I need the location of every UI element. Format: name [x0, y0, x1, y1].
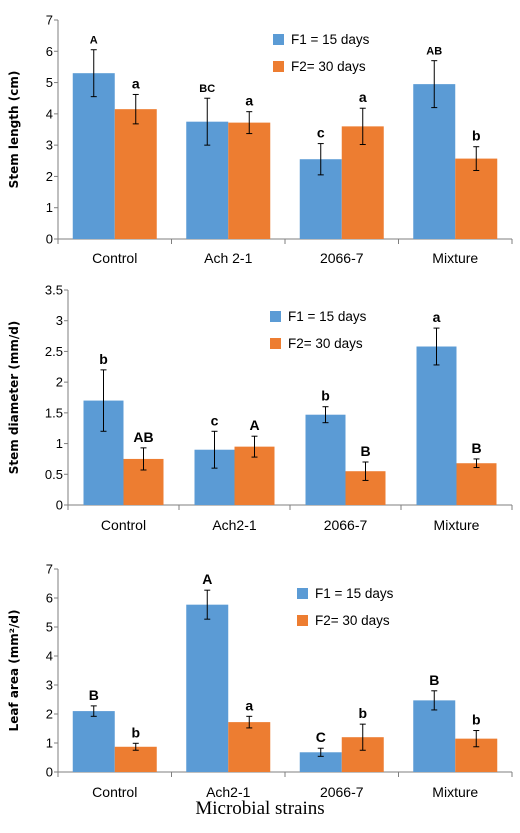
significance-letter: c: [211, 412, 219, 428]
significance-letter: A: [202, 571, 212, 587]
significance-letter: AB: [133, 429, 153, 445]
significance-letter: a: [245, 697, 253, 713]
significance-letter: b: [131, 724, 140, 740]
bar-f2: [456, 463, 497, 505]
legend-swatch: [297, 615, 308, 626]
bar-f1: [305, 414, 346, 505]
y-tick-label: 2.5: [45, 344, 63, 359]
category-label: Control: [92, 250, 137, 266]
y-tick-label: 3: [46, 678, 53, 693]
significance-letter: A: [249, 417, 259, 433]
significance-letter: B: [89, 687, 99, 703]
significance-letter: a: [245, 93, 253, 109]
y-tick-label: 7: [46, 562, 53, 577]
category-label: Ach2-1: [206, 784, 251, 800]
y-tick-label: 4: [46, 106, 53, 121]
y-tick-label: 1.5: [45, 405, 63, 420]
y-tick-label: 5: [46, 75, 53, 90]
bar-f1: [72, 711, 115, 772]
category-label: Mixture: [432, 250, 478, 266]
legend-label: F1 = 15 days: [288, 309, 367, 324]
legend-swatch: [270, 311, 281, 322]
y-tick-label: 3.5: [45, 283, 63, 298]
bar-f1: [299, 752, 342, 772]
significance-letter: b: [472, 128, 481, 144]
bar-f1: [413, 700, 456, 772]
category-label: Control: [92, 784, 137, 800]
significance-letter: b: [321, 388, 330, 404]
legend-swatch: [273, 61, 284, 72]
category-label: Mixture: [434, 517, 480, 533]
significance-letter: b: [358, 705, 367, 721]
bar-f2: [114, 746, 157, 772]
chart-1: 0 1 2 3 4 5 6 7 Stem length (cm) Aa Control BC a Ach …: [7, 13, 513, 266]
bar-f2: [228, 722, 271, 772]
bar-f1: [72, 73, 115, 239]
legend-label: F2= 30 days: [291, 59, 366, 74]
y-tick-label: 0: [46, 765, 53, 780]
y-tick-label: 3: [46, 138, 53, 153]
significance-letter: AB: [426, 46, 442, 58]
category-label: Control: [101, 517, 146, 533]
significance-letter: a: [359, 89, 367, 105]
significance-letter: A: [90, 35, 98, 47]
bar-f1: [413, 84, 456, 239]
significance-letter: a: [132, 75, 140, 91]
bar-f1: [416, 346, 457, 505]
y-tick-label: 0: [56, 498, 63, 513]
category-label: 2066-7: [320, 784, 364, 800]
y-tick-label: 2: [56, 375, 63, 390]
y-tick-label: 0.5: [45, 467, 63, 482]
y-tick-label: 1: [56, 436, 63, 451]
legend-swatch: [297, 588, 308, 599]
significance-letter: B: [360, 443, 370, 459]
legend-label: F1 = 15 days: [291, 32, 370, 47]
significance-letter: c: [317, 125, 325, 141]
significance-letter: b: [472, 712, 481, 728]
legend-swatch: [273, 34, 284, 45]
y-tick-label: 2: [46, 169, 53, 184]
category-label: Mixture: [432, 784, 478, 800]
y-tick-label: 6: [46, 44, 53, 59]
category-label: 2066-7: [320, 250, 364, 266]
legend-label: F2= 30 days: [315, 613, 390, 628]
y-tick-label: 4: [46, 649, 53, 664]
category-label: Ach2-1: [212, 517, 257, 533]
significance-letter: B: [471, 440, 481, 456]
y-tick-label: 3: [56, 313, 63, 328]
category-label: Ach 2-1: [204, 250, 252, 266]
y-axis-label: Stem length (cm): [7, 71, 21, 189]
y-tick-label: 6: [46, 591, 53, 606]
bar-f2: [114, 109, 157, 240]
category-label: 2066-7: [324, 517, 368, 533]
y-axis-label: Leaf area (mm²/d): [7, 610, 21, 732]
bar-f2: [341, 126, 384, 239]
y-tick-label: 0: [46, 232, 53, 247]
significance-letter: BC: [199, 83, 215, 95]
significance-letter: C: [316, 729, 326, 745]
bar-f2: [455, 158, 498, 239]
chart-3: 0 1 2 3 4 5 6 7 Leaf area (mm²/d) Bb Control Aa Ach2…: [7, 562, 513, 800]
legend-swatch: [270, 338, 281, 349]
significance-letter: b: [99, 351, 108, 367]
y-tick-label: 1: [46, 736, 53, 751]
y-tick-label: 7: [46, 13, 53, 28]
y-tick-label: 5: [46, 620, 53, 635]
x-axis-title: Microbial strains: [195, 798, 325, 819]
y-tick-label: 1: [46, 200, 53, 215]
legend-label: F1 = 15 days: [315, 586, 394, 601]
y-axis-label: Stem diameter (mm/d): [7, 321, 21, 475]
legend-label: F2= 30 days: [288, 336, 363, 351]
y-tick-label: 2: [46, 707, 53, 722]
bar-f1: [186, 604, 229, 772]
significance-letter: B: [429, 672, 439, 688]
bar-f2: [228, 122, 271, 239]
significance-letter: a: [433, 309, 441, 325]
